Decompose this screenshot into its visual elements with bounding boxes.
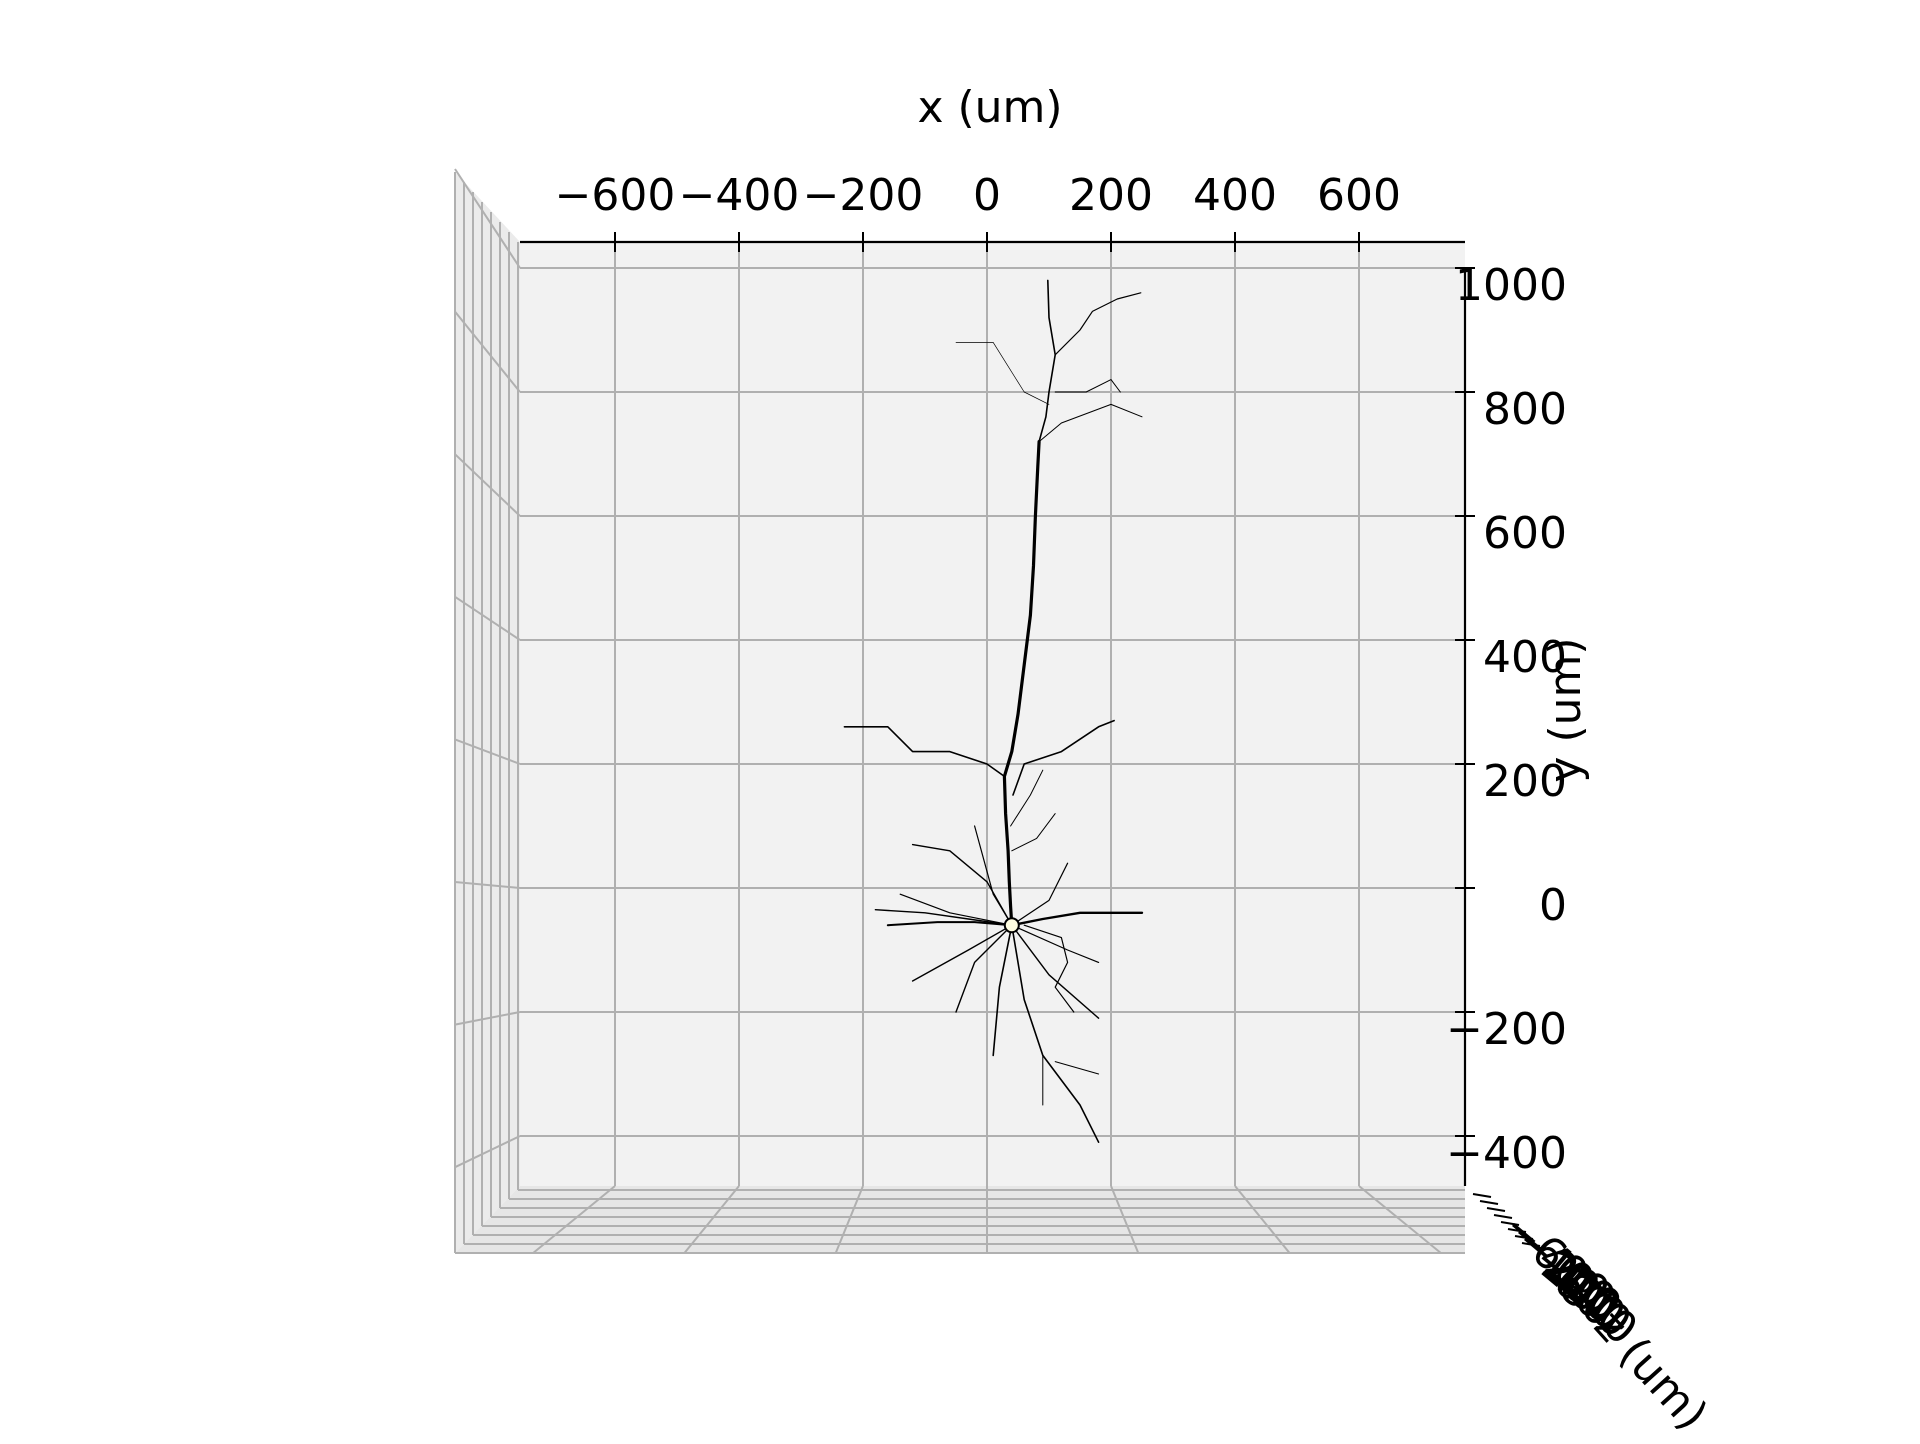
y-tick-label: 800: [1483, 384, 1567, 435]
grid-lines: [454, 168, 1465, 1254]
neurite-branch: [974, 825, 1013, 926]
axis-lines: [520, 232, 1541, 1247]
floor-gridline: [1234, 1185, 1291, 1254]
floor-pane: [455, 1186, 1465, 1253]
floor-gridline: [683, 1185, 740, 1254]
z-tick: [1472, 1193, 1492, 1198]
neurite-branch: [1054, 292, 1142, 356]
y-tick-label: 600: [1483, 508, 1567, 559]
floor-gridline: [834, 1185, 864, 1254]
side-pane: [455, 172, 520, 1253]
y-tick-label: 0: [1539, 880, 1567, 931]
z-tick: [1486, 1207, 1506, 1212]
x-axis-label: x (um): [917, 82, 1062, 133]
neurite-branch: [955, 342, 1050, 405]
z-tick: [1479, 1200, 1499, 1205]
neurite-branch: [1023, 924, 1075, 1013]
neurite-branch: [1054, 1061, 1100, 1075]
floor-gridline: [532, 1185, 616, 1254]
x-tick-label: 200: [1069, 170, 1153, 221]
back-pane: [520, 242, 1465, 1186]
neurite-branch: [1038, 279, 1056, 443]
z-tick: [1500, 1221, 1520, 1226]
z-tick: [1521, 1242, 1541, 1247]
neurite-branch: [1011, 924, 1100, 1019]
neurite-branch: [886, 921, 1013, 927]
neuron-morphology: [843, 279, 1144, 1143]
neurite-branch: [1012, 719, 1115, 796]
neurite-branch: [1010, 911, 1144, 927]
y-tick-label: 200: [1483, 756, 1567, 807]
z-tick: [1514, 1235, 1534, 1240]
x-tick-label: −400: [679, 170, 800, 221]
z-tick: [1507, 1228, 1527, 1233]
x-tick-label: 400: [1193, 170, 1277, 221]
neurite-branch: [955, 924, 1013, 1013]
z-axis-label: z (um): [1584, 1300, 1717, 1440]
x-tick-label: −600: [555, 170, 676, 221]
z-tick: [1493, 1214, 1513, 1219]
floor-gridline: [1110, 1185, 1140, 1254]
axes-panes: [455, 172, 1465, 1253]
neurite-branch: [1011, 862, 1069, 926]
y-tick-label: 1000: [1455, 260, 1567, 311]
neurite-branch: [992, 924, 1013, 1057]
x-tick-label: 600: [1317, 170, 1401, 221]
y-axis-label: y (um): [1540, 637, 1591, 782]
neurite-branch: [874, 909, 1013, 926]
neurite-branch: [1002, 440, 1041, 927]
neurite-branch: [1038, 403, 1143, 443]
neurite-branch: [1054, 379, 1121, 393]
y-tick-label: −400: [1446, 1128, 1567, 1179]
floor-gridline: [1358, 1185, 1442, 1254]
neurite-branch: [1011, 813, 1056, 852]
neurite-branch: [843, 726, 1006, 778]
soma-marker: [1003, 917, 1020, 934]
x-tick-label: −200: [803, 170, 924, 221]
neurite-branch: [911, 924, 1013, 982]
x-tick-label: 0: [973, 170, 1001, 221]
neurite-branch: [899, 893, 1013, 926]
neurite-branch: [1010, 769, 1044, 827]
neurite-branch: [1011, 924, 1100, 963]
y-tick-label: −200: [1446, 1004, 1567, 1055]
y-tick-label: 400: [1483, 632, 1567, 683]
